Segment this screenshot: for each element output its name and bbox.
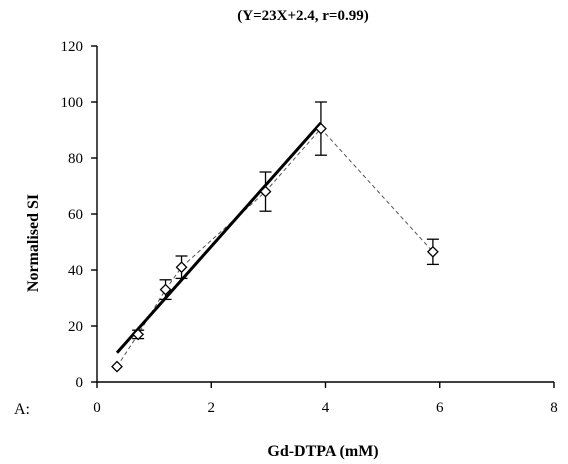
y-tick-label: 80 [68,151,83,167]
y-tick-label: 60 [68,207,83,223]
panel-label: A: [14,401,30,418]
y-tick-label: 20 [68,319,83,335]
y-tick-label: 0 [76,375,84,391]
data-point [111,360,123,373]
x-axis-label: Gd-DTPA (mM) [267,443,378,460]
chart-title: (Y=23X+2.4, r=0.99) [237,8,368,24]
y-tick-label: 100 [61,95,84,111]
x-tick-label: 2 [208,400,216,416]
x-tick-label: 4 [322,400,330,416]
plot-area [111,101,439,373]
y-axis-label: Normalised SI [25,194,42,292]
data-point [159,283,172,296]
data-point [259,185,272,198]
regression-line [115,121,323,354]
data-point [315,122,327,135]
y-tick-label: 40 [68,263,83,279]
data-point [132,328,145,341]
x-tick-label: 0 [93,400,101,416]
x-tick-label: 8 [550,400,558,416]
data-point [426,245,439,258]
y-tick-label: 120 [61,39,84,55]
x-tick-label: 6 [436,400,444,416]
data-point [175,261,188,274]
connecting-line [116,127,434,367]
